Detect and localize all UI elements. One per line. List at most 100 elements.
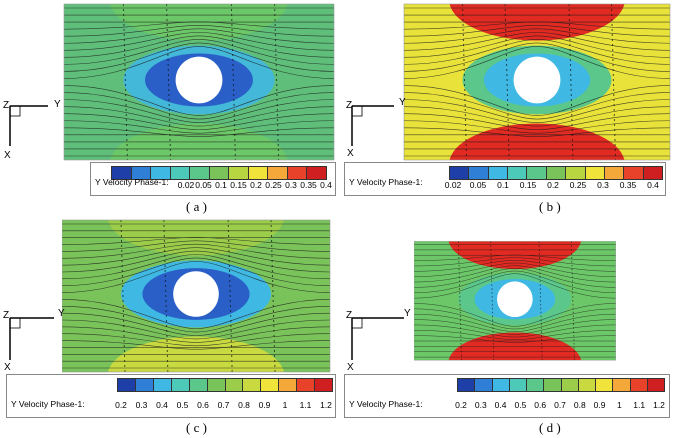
legend-tick-label: 1.1 xyxy=(299,400,312,410)
colorbar-swatch xyxy=(153,379,172,391)
axis-triad-b xyxy=(351,105,394,146)
colorbar-swatch xyxy=(189,379,208,391)
colorbar-swatch xyxy=(248,167,269,179)
colorbar-swatch xyxy=(279,379,298,391)
colorbar-swatch xyxy=(624,167,644,179)
legend-tick-label: 0.3 xyxy=(285,180,297,190)
colorbar-swatch xyxy=(458,379,476,391)
colorbar-b xyxy=(449,166,663,180)
colorbar-swatch xyxy=(604,167,625,179)
colorbar-swatch xyxy=(450,167,470,179)
colorbar-swatch xyxy=(209,167,230,179)
colorbar-swatch xyxy=(190,167,210,179)
legend-tick-label: 0.8 xyxy=(573,400,586,410)
colorbar-swatch xyxy=(527,167,547,179)
legend-tick-label: 0.2 xyxy=(455,400,467,410)
colorbar-d xyxy=(457,378,665,392)
plot-border xyxy=(414,241,616,361)
colorbar-swatch xyxy=(315,379,333,391)
legend-tick-label: 0.6 xyxy=(534,400,547,410)
legend-tick-label: 0.15 xyxy=(230,180,247,190)
colorbar-swatch xyxy=(585,167,605,179)
colorbar-swatch xyxy=(509,379,527,391)
legend-tick-label: 0.1 xyxy=(215,180,227,190)
legend-tick-label: 0.02 xyxy=(444,180,462,190)
axis-label-z-d: Z xyxy=(346,310,353,321)
streamlines xyxy=(62,223,330,369)
legend-tick-label: 0.7 xyxy=(554,400,566,410)
plot-border xyxy=(403,3,671,161)
legend-tick-label: 0.6 xyxy=(197,400,209,410)
legend-tick-label: 0.7 xyxy=(217,400,230,410)
axis-label-z-b: Z xyxy=(346,100,353,111)
axis-triad-a xyxy=(9,105,48,146)
legend-tick-label: 0.35 xyxy=(300,180,317,190)
axis-label-x-d: X xyxy=(347,362,354,373)
plot-border xyxy=(62,219,331,373)
legend-tick-label: 0.4 xyxy=(320,180,332,190)
axis-triad-d xyxy=(351,317,404,360)
axis-label-z-a: Z xyxy=(3,100,10,111)
colorbar-swatch xyxy=(546,167,567,179)
colorbar-swatch xyxy=(287,167,308,179)
colorbar-swatch xyxy=(647,379,664,391)
cylinder xyxy=(513,56,561,104)
contour-plot-a xyxy=(63,3,335,161)
legend-tick-label: 0.15 xyxy=(519,180,537,190)
panel-a xyxy=(8,2,338,202)
axis-label-x-c: X xyxy=(4,362,11,373)
colorbar-swatch xyxy=(225,379,244,391)
contour-plot-c xyxy=(62,219,331,373)
axis-label-y-a: Y xyxy=(54,99,61,110)
legend-tick-label: 0.3 xyxy=(597,180,609,190)
legend-tick-label: 0.4 xyxy=(156,400,168,410)
colorbar-swatch xyxy=(566,167,586,179)
colorbar-swatch xyxy=(561,379,579,391)
legend-tick-label: 0.2 xyxy=(250,180,262,190)
legend-tick-label: 0.9 xyxy=(593,400,606,410)
legend-tick-label: 1.1 xyxy=(633,400,646,410)
contour-plot-d xyxy=(414,241,616,361)
colorbar-swatch xyxy=(135,379,154,391)
legend-tick-label: 0.05 xyxy=(195,180,212,190)
panel-c xyxy=(62,218,392,418)
caption-b: ( b ) xyxy=(539,199,561,214)
legend-tick-label: 0.2 xyxy=(115,400,127,410)
panel-b xyxy=(342,2,672,202)
colorbar-swatch xyxy=(596,379,614,391)
streamlines xyxy=(414,244,616,358)
legend-title-a: Y Velocity Phase-1: xyxy=(95,177,169,187)
legend-tick-label: 0.3 xyxy=(474,400,487,410)
contour-plot-b xyxy=(403,3,671,161)
legend-tick-label: 0.05 xyxy=(469,180,487,190)
colorbar-swatch xyxy=(118,379,136,391)
colorbar-swatch xyxy=(243,379,262,391)
caption-c: ( c ) xyxy=(186,420,207,435)
streamlines xyxy=(64,7,334,157)
axis-label-z-c: Z xyxy=(3,310,10,321)
legend-tick-label: 1 xyxy=(617,400,622,410)
colorbar-swatch xyxy=(171,379,190,391)
legend-title-d: Y Velocity Phase-1: xyxy=(349,399,423,409)
colorbar-swatch xyxy=(475,379,493,391)
cylinder xyxy=(173,271,219,317)
colorbar-swatch xyxy=(268,167,288,179)
legend-tick-label: 0.35 xyxy=(619,180,637,190)
colorbar-swatch xyxy=(578,379,596,391)
colorbar-swatch xyxy=(492,379,510,391)
legend-tick-label: 0.25 xyxy=(569,180,587,190)
axis-triad-c xyxy=(9,317,54,360)
caption-a: ( a ) xyxy=(186,199,207,214)
colorbar-swatch xyxy=(131,167,152,179)
legend-tick-label: 0.4 xyxy=(494,400,507,410)
legend-c: Y Velocity Phase-1: 0.2 0.3 0.4 0.5 0.6 0.7 0.… xyxy=(6,374,336,418)
flow-markers xyxy=(457,241,575,361)
legend-tick-label: 0.4 xyxy=(647,180,659,190)
legend-title-c: Y Velocity Phase-1: xyxy=(11,399,85,409)
streamlines xyxy=(404,7,670,157)
axis-label-y-c: Y xyxy=(58,308,65,319)
legend-tick-label: 1.2 xyxy=(320,400,332,410)
colorbar-swatch xyxy=(261,379,280,391)
caption-d: ( d ) xyxy=(539,420,561,435)
flow-markers xyxy=(122,4,280,160)
